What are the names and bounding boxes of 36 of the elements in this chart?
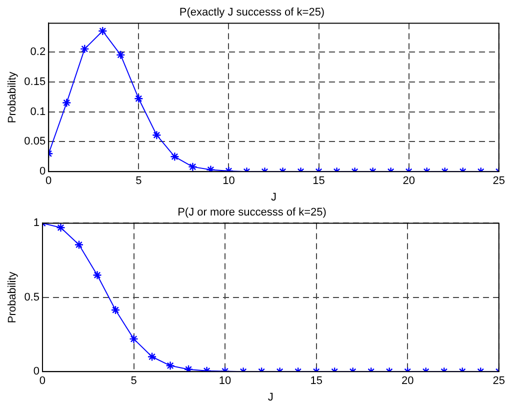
point — [74, 240, 84, 250]
x-tick-label: 5 — [130, 375, 137, 388]
x-axis-title: J — [268, 391, 274, 404]
y-axis-title: Probability — [6, 71, 19, 124]
point — [184, 364, 194, 372]
y-tick-label: 0.5 — [24, 291, 40, 304]
point — [62, 98, 72, 108]
point — [92, 270, 102, 280]
x-tick-label: 15 — [310, 375, 322, 388]
point — [110, 305, 120, 315]
y-tick-label: 0 — [33, 366, 40, 378]
x-tick-label: 10 — [218, 375, 232, 388]
chart-title: P(J or more successs of k=25) — [178, 206, 326, 219]
y-tick-label: 0.15 — [24, 76, 46, 88]
y-tick-label: 0.05 — [24, 136, 46, 148]
x-tick-label: 15 — [312, 175, 325, 188]
y-tick-label: 0 — [39, 166, 46, 178]
y-axis-title: Probability — [6, 271, 19, 324]
point — [80, 44, 90, 54]
point — [56, 223, 66, 232]
x-tick-label: 25 — [492, 175, 506, 188]
point — [116, 50, 126, 60]
x-tick-label: 20 — [401, 375, 414, 388]
point — [129, 334, 138, 344]
point — [206, 165, 216, 172]
x-tick-label: 5 — [136, 175, 142, 188]
y-tick-label: 0.1 — [30, 106, 46, 118]
y-tick-label: 1 — [33, 217, 40, 230]
chart-title: P(exactly J successs of k=25) — [179, 6, 325, 19]
x-tick-label: 25 — [492, 375, 506, 388]
point — [98, 26, 108, 36]
point — [134, 94, 144, 104]
x-tick-label: 20 — [402, 175, 415, 188]
x-tick-label: 10 — [222, 175, 235, 188]
x-axis-title: J — [270, 191, 276, 204]
y-tick-label: 0.2 — [30, 46, 46, 58]
